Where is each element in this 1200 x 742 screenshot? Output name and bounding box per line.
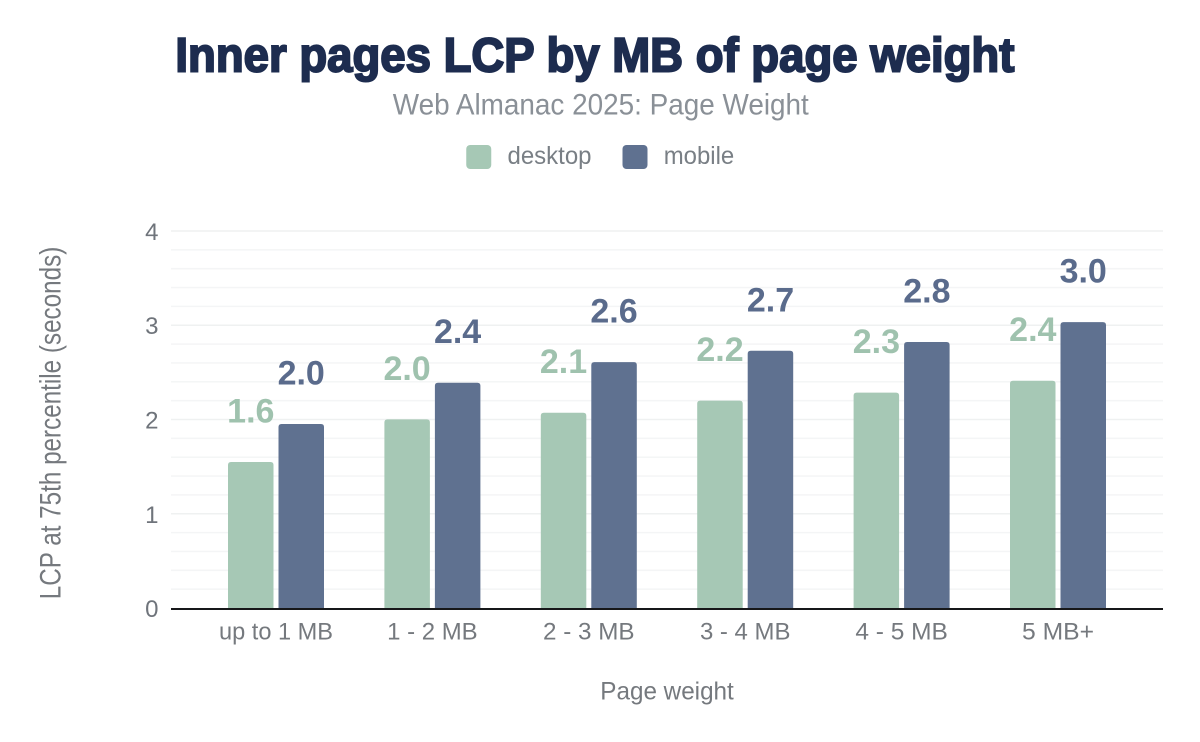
- svg-text:Web Almanac 2025: Page Weight: Web Almanac 2025: Page Weight: [393, 89, 810, 122]
- svg-text:2.6: 2.6: [590, 293, 637, 331]
- svg-text:1: 1: [145, 502, 158, 529]
- svg-text:2.4: 2.4: [1009, 311, 1056, 349]
- svg-text:3 - 4 MB: 3 - 4 MB: [700, 619, 791, 646]
- svg-text:4 - 5 MB: 4 - 5 MB: [855, 619, 948, 646]
- svg-text:Inner pages LCP by MB of page: Inner pages LCP by MB of page weight: [175, 30, 1014, 83]
- svg-text:1 - 2 MB: 1 - 2 MB: [387, 619, 478, 646]
- svg-text:2.7: 2.7: [747, 281, 794, 319]
- svg-text:2.0: 2.0: [383, 350, 430, 388]
- svg-text:desktop: desktop: [508, 142, 592, 170]
- svg-text:2.0: 2.0: [278, 355, 325, 393]
- svg-text:2.3: 2.3: [853, 323, 900, 361]
- svg-text:5 MB+: 5 MB+: [1022, 619, 1094, 646]
- svg-text:0: 0: [145, 596, 158, 623]
- svg-text:mobile: mobile: [664, 142, 735, 170]
- svg-text:3: 3: [145, 313, 158, 340]
- svg-text:2.1: 2.1: [540, 343, 587, 381]
- svg-text:2: 2: [145, 408, 158, 435]
- svg-text:LCP at 75th percentile (second: LCP at 75th percentile (seconds): [35, 247, 68, 600]
- svg-text:2.4: 2.4: [434, 313, 481, 351]
- svg-text:3.0: 3.0: [1060, 253, 1107, 291]
- svg-text:up to 1 MB: up to 1 MB: [219, 619, 333, 646]
- svg-text:Page weight: Page weight: [600, 678, 734, 706]
- svg-text:4: 4: [145, 219, 158, 246]
- svg-text:2.8: 2.8: [903, 273, 950, 311]
- svg-text:2.2: 2.2: [696, 331, 743, 369]
- svg-text:2 - 3 MB: 2 - 3 MB: [543, 619, 635, 646]
- svg-text:1.6: 1.6: [227, 393, 274, 431]
